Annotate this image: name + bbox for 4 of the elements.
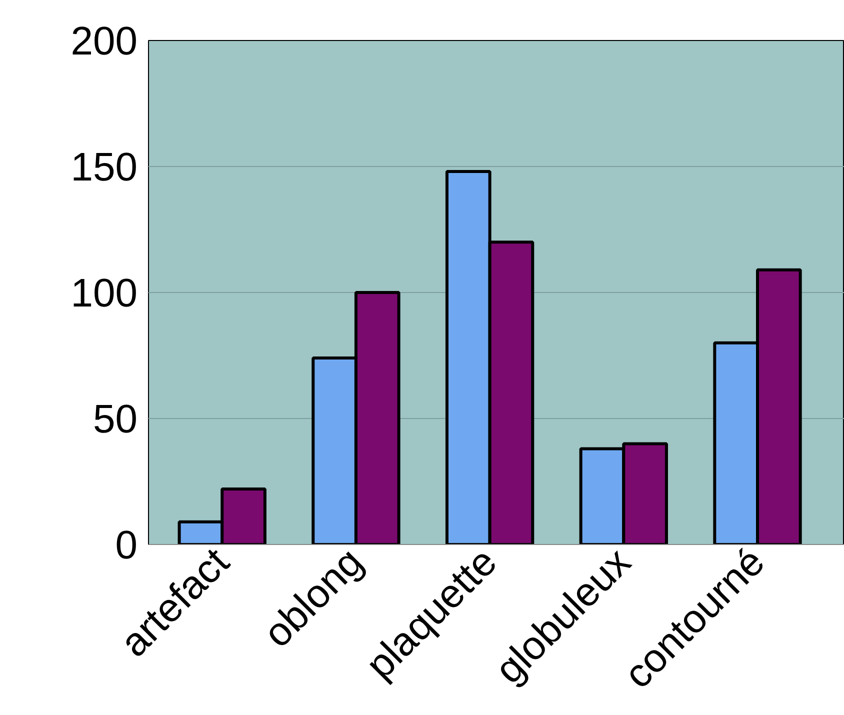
y-tick-label: 150 (70, 146, 138, 190)
y-tick-label: 100 (70, 272, 138, 316)
y-tick-label: 50 (93, 398, 138, 442)
y-tick-label: 200 (70, 20, 138, 64)
